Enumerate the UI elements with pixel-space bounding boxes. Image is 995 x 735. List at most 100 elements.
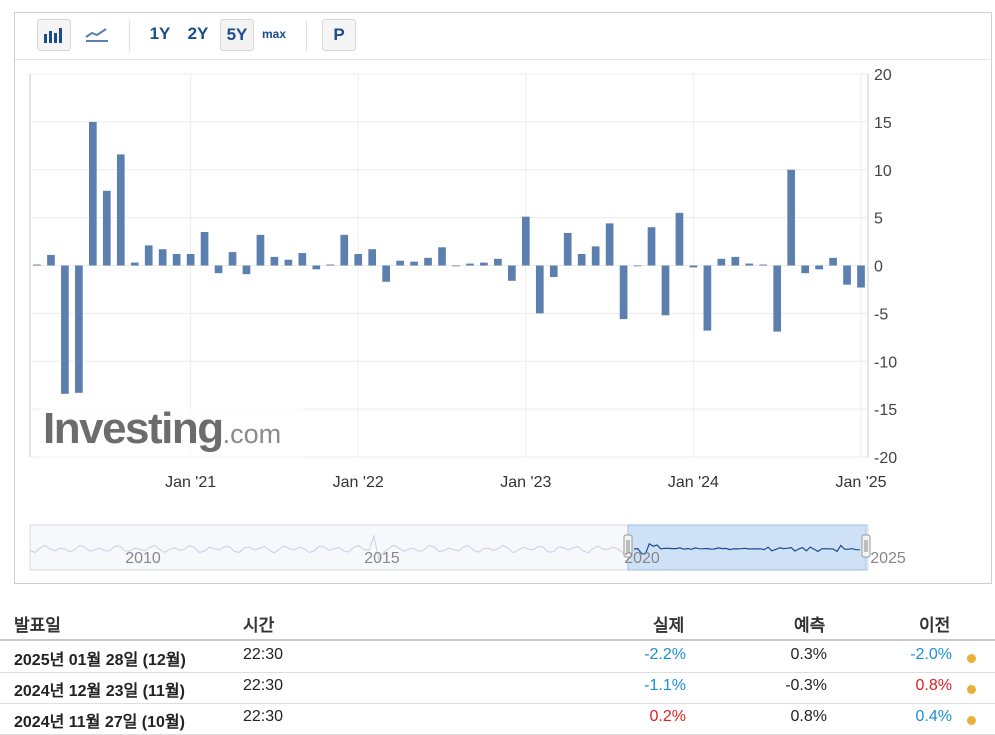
chart-bar[interactable] (298, 253, 307, 266)
chart-bar[interactable] (480, 262, 488, 266)
navigator-year-label: 2020 (624, 550, 660, 567)
chart-bar[interactable] (284, 259, 293, 266)
chart-bar[interactable] (731, 256, 740, 266)
chart-bar[interactable] (801, 265, 809, 274)
chart-bar[interactable] (857, 265, 865, 288)
y-tick-label: 10 (874, 163, 892, 180)
chart-bar[interactable] (242, 265, 251, 275)
x-tick-label: Jan '21 (165, 474, 216, 491)
chart-bar[interactable] (745, 263, 754, 266)
toolbar-divider (129, 21, 130, 51)
chart-bar[interactable] (633, 265, 642, 267)
chart-bar[interactable] (61, 265, 69, 394)
chart-bar[interactable] (228, 252, 237, 266)
forecast-value: -0.3% (785, 677, 827, 694)
chart-bar[interactable] (130, 262, 139, 266)
header-forecast: 예측 (794, 616, 826, 635)
investing-logo: Investing.com (43, 404, 281, 454)
range-1y-button[interactable]: 1Y (149, 24, 171, 43)
chart-bar[interactable] (340, 234, 349, 266)
navigator-right-handle[interactable] (861, 534, 871, 558)
chart-bar[interactable] (829, 257, 837, 266)
navigator-year-label: 2010 (125, 550, 161, 567)
y-tick-label: 0 (874, 259, 883, 276)
chart-bar[interactable] (815, 265, 823, 270)
chart-bar[interactable] (494, 258, 502, 266)
chart-bar[interactable] (591, 246, 600, 266)
chart-bar[interactable] (368, 249, 377, 266)
range-2y-button[interactable]: 2Y (187, 24, 209, 43)
chart-bar[interactable] (703, 265, 712, 331)
chart-bar[interactable] (647, 227, 656, 266)
chart-bar[interactable] (689, 265, 698, 268)
navigator-history-line (29, 534, 629, 561)
p-button[interactable]: P (322, 19, 356, 51)
chart-bar[interactable] (326, 264, 335, 266)
chart-bar[interactable] (424, 257, 432, 266)
y-tick-label: 15 (874, 115, 892, 132)
release-time: 22:30 (243, 677, 284, 694)
chart-bar[interactable] (605, 223, 614, 266)
range-max-button[interactable]: max (261, 27, 287, 41)
chart-bar[interactable] (75, 265, 83, 393)
chart-bar[interactable] (186, 254, 195, 266)
chart-bar[interactable] (619, 265, 628, 320)
forecast-value: 0.3% (790, 646, 827, 663)
chart-bar[interactable] (214, 265, 223, 274)
chart-bar[interactable] (312, 265, 321, 270)
chart-bar[interactable] (521, 216, 530, 266)
chart-bar[interactable] (116, 154, 125, 266)
bar-chart-icon[interactable] (37, 19, 71, 51)
chart-bar[interactable] (200, 231, 209, 266)
chart-bar[interactable] (89, 121, 97, 266)
chart-bar[interactable] (396, 260, 404, 266)
release-date: 2024년 11월 27일 (10월) (14, 714, 185, 731)
chart-bar[interactable] (172, 254, 181, 266)
x-tick-label: Jan '22 (333, 474, 384, 491)
chart-bar[interactable] (759, 264, 768, 266)
chart-bar[interactable] (535, 265, 544, 314)
chart-bar[interactable] (717, 258, 726, 266)
chart-bar[interactable] (452, 265, 460, 267)
release-time: 22:30 (243, 646, 284, 663)
chart-bar[interactable] (256, 234, 265, 266)
chart-bar[interactable] (787, 169, 796, 266)
chart-bar[interactable] (102, 190, 111, 266)
actual-value: -1.1% (644, 677, 686, 694)
chart-bar[interactable] (773, 265, 782, 332)
previous-value: -2.0% (910, 646, 952, 663)
chart-bar[interactable] (549, 265, 558, 277)
actual-value: -2.2% (644, 646, 686, 663)
chart-bar[interactable] (675, 212, 684, 266)
forecast-value: 0.8% (790, 708, 827, 725)
chart-bar[interactable] (354, 254, 363, 266)
chart-bar[interactable] (382, 265, 390, 282)
table-row: 2024년 11월 27일 (10월) 22:30 0.2% 0.8% 0.4% (0, 703, 995, 735)
navigator-left-handle[interactable] (623, 534, 633, 558)
navigator-selection[interactable] (627, 524, 867, 571)
chart-bar[interactable] (410, 261, 418, 266)
chart-bar[interactable] (577, 254, 586, 266)
line-chart-icon[interactable] (81, 19, 113, 49)
y-tick-label: 5 (874, 211, 883, 228)
header-release-date: 발표일 (14, 616, 61, 635)
previous-value: 0.4% (915, 708, 952, 725)
chart-bar[interactable] (33, 264, 41, 266)
chart-bar[interactable] (563, 232, 572, 266)
status-dot-icon (967, 654, 976, 663)
chart-bar[interactable] (270, 256, 279, 266)
chart-bar[interactable] (144, 245, 153, 266)
chart-bar[interactable] (438, 247, 446, 266)
chart-bar[interactable] (661, 265, 670, 316)
status-dot-icon (967, 716, 976, 725)
chart-bar[interactable] (466, 263, 474, 266)
release-date: 2025년 01월 28일 (12월) (14, 652, 186, 669)
header-previous: 이전 (919, 616, 951, 635)
chart-bar[interactable] (47, 254, 55, 266)
chart-bar[interactable] (158, 249, 167, 266)
range-5y-button[interactable]: 5Y (220, 19, 254, 51)
chart-bar[interactable] (508, 265, 516, 281)
chart-bar[interactable] (843, 265, 851, 285)
release-time: 22:30 (243, 708, 284, 725)
table-row: 2025년 01월 28일 (12월) 22:30 -2.2% 0.3% -2.0% (0, 641, 995, 673)
